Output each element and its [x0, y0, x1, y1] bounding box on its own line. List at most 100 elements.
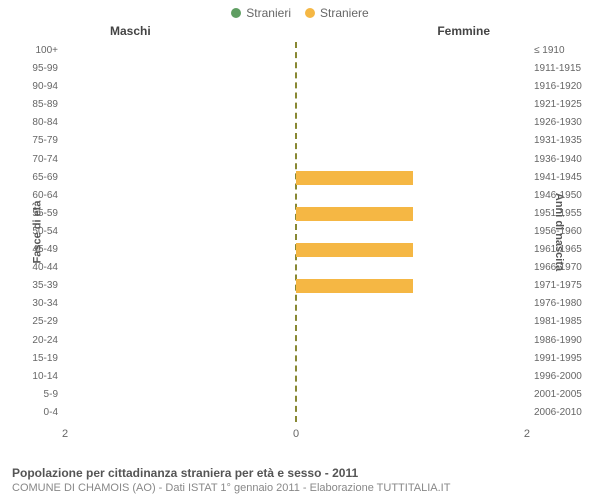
- bar-half-female: [296, 207, 530, 221]
- bar-half-female: [296, 44, 530, 58]
- bar-row: [62, 352, 530, 366]
- bar-half-male: [62, 98, 296, 112]
- bars-region: [62, 42, 530, 422]
- y-tick-birth: 2001-2005: [530, 386, 600, 404]
- bar-half-female: [296, 62, 530, 76]
- x-tick: 2: [62, 428, 68, 440]
- y-tick-age: 85-89: [0, 96, 62, 114]
- y-tick-age: 90-94: [0, 78, 62, 96]
- y-tick-birth: 1976-1980: [530, 295, 600, 313]
- bar-row: [62, 98, 530, 112]
- bar-half-female: [296, 243, 530, 257]
- bar-half-female: [296, 98, 530, 112]
- y-tick-age: 60-64: [0, 187, 62, 205]
- y-tick-birth: 1956-1960: [530, 223, 600, 241]
- bar-row: [62, 406, 530, 420]
- bar-half-male: [62, 80, 296, 94]
- bar-row: [62, 225, 530, 239]
- bar-half-male: [62, 153, 296, 167]
- y-tick-age: 100+: [0, 42, 62, 60]
- bar-half-female: [296, 406, 530, 420]
- bar-row: [62, 135, 530, 149]
- y-tick-birth: 1946-1950: [530, 187, 600, 205]
- y-tick-birth: 1961-1965: [530, 241, 600, 259]
- legend-label-male: Stranieri: [246, 6, 291, 20]
- header-male: Maschi: [110, 24, 151, 38]
- y-tick-age: 0-4: [0, 404, 62, 422]
- y-axis-right: ≤ 19101911-19151916-19201921-19251926-19…: [530, 42, 600, 422]
- bar-half-male: [62, 62, 296, 76]
- y-tick-birth: 1941-1945: [530, 169, 600, 187]
- bar-half-female: [296, 225, 530, 239]
- y-tick-birth: 1986-1990: [530, 332, 600, 350]
- x-tick: 2: [524, 428, 530, 440]
- bar-row: [62, 62, 530, 76]
- bar-half-female: [296, 297, 530, 311]
- bar-half-male: [62, 135, 296, 149]
- y-tick-birth: ≤ 1910: [530, 42, 600, 60]
- bar-row: [62, 116, 530, 130]
- bar-half-female: [296, 388, 530, 402]
- bar-half-male: [62, 171, 296, 185]
- y-tick-birth: 1951-1955: [530, 205, 600, 223]
- bar-half-male: [62, 406, 296, 420]
- bar-row: [62, 207, 530, 221]
- y-tick-birth: 1921-1925: [530, 96, 600, 114]
- y-tick-age: 15-19: [0, 350, 62, 368]
- legend-item-male: Stranieri: [231, 6, 291, 20]
- bar-row: [62, 279, 530, 293]
- legend: Stranieri Straniere: [0, 0, 600, 22]
- x-axis: 2 0 2: [62, 428, 530, 440]
- chart-container: Stranieri Straniere Maschi Femmine Fasce…: [0, 0, 600, 500]
- y-tick-age: 35-39: [0, 277, 62, 295]
- y-tick-birth: 1981-1985: [530, 313, 600, 331]
- bar-half-male: [62, 116, 296, 130]
- chart-subtitle: COMUNE DI CHAMOIS (AO) - Dati ISTAT 1° g…: [12, 482, 588, 494]
- bar-female: [296, 171, 413, 185]
- bar-female: [296, 207, 413, 221]
- y-tick-age: 10-14: [0, 368, 62, 386]
- bar-female: [296, 279, 413, 293]
- legend-item-female: Straniere: [305, 6, 369, 20]
- y-tick-birth: 1931-1935: [530, 132, 600, 150]
- x-tick: 0: [293, 428, 299, 440]
- bar-half-female: [296, 80, 530, 94]
- bar-half-female: [296, 135, 530, 149]
- bar-row: [62, 171, 530, 185]
- bar-half-male: [62, 261, 296, 275]
- bar-half-female: [296, 153, 530, 167]
- y-tick-age: 40-44: [0, 259, 62, 277]
- bar-half-male: [62, 44, 296, 58]
- bar-half-male: [62, 279, 296, 293]
- y-tick-age: 65-69: [0, 169, 62, 187]
- bar-female: [296, 243, 413, 257]
- bar-half-female: [296, 189, 530, 203]
- y-tick-age: 80-84: [0, 114, 62, 132]
- y-tick-birth: 1991-1995: [530, 350, 600, 368]
- y-tick-age: 30-34: [0, 295, 62, 313]
- bar-half-male: [62, 207, 296, 221]
- bar-half-female: [296, 352, 530, 366]
- bar-half-female: [296, 370, 530, 384]
- y-tick-birth: 1911-1915: [530, 60, 600, 78]
- bar-half-female: [296, 334, 530, 348]
- bar-row: [62, 189, 530, 203]
- y-tick-birth: 2006-2010: [530, 404, 600, 422]
- y-tick-birth: 1926-1930: [530, 114, 600, 132]
- bar-row: [62, 261, 530, 275]
- bar-half-female: [296, 261, 530, 275]
- bar-half-male: [62, 370, 296, 384]
- y-tick-birth: 1971-1975: [530, 277, 600, 295]
- bar-half-male: [62, 243, 296, 257]
- y-tick-age: 70-74: [0, 151, 62, 169]
- bar-row: [62, 44, 530, 58]
- bar-half-female: [296, 116, 530, 130]
- header-female: Femmine: [437, 24, 490, 38]
- y-tick-age: 95-99: [0, 60, 62, 78]
- bar-half-female: [296, 279, 530, 293]
- bar-row: [62, 370, 530, 384]
- bar-half-male: [62, 189, 296, 203]
- bar-half-male: [62, 225, 296, 239]
- legend-dot-female: [305, 8, 315, 18]
- bar-half-male: [62, 334, 296, 348]
